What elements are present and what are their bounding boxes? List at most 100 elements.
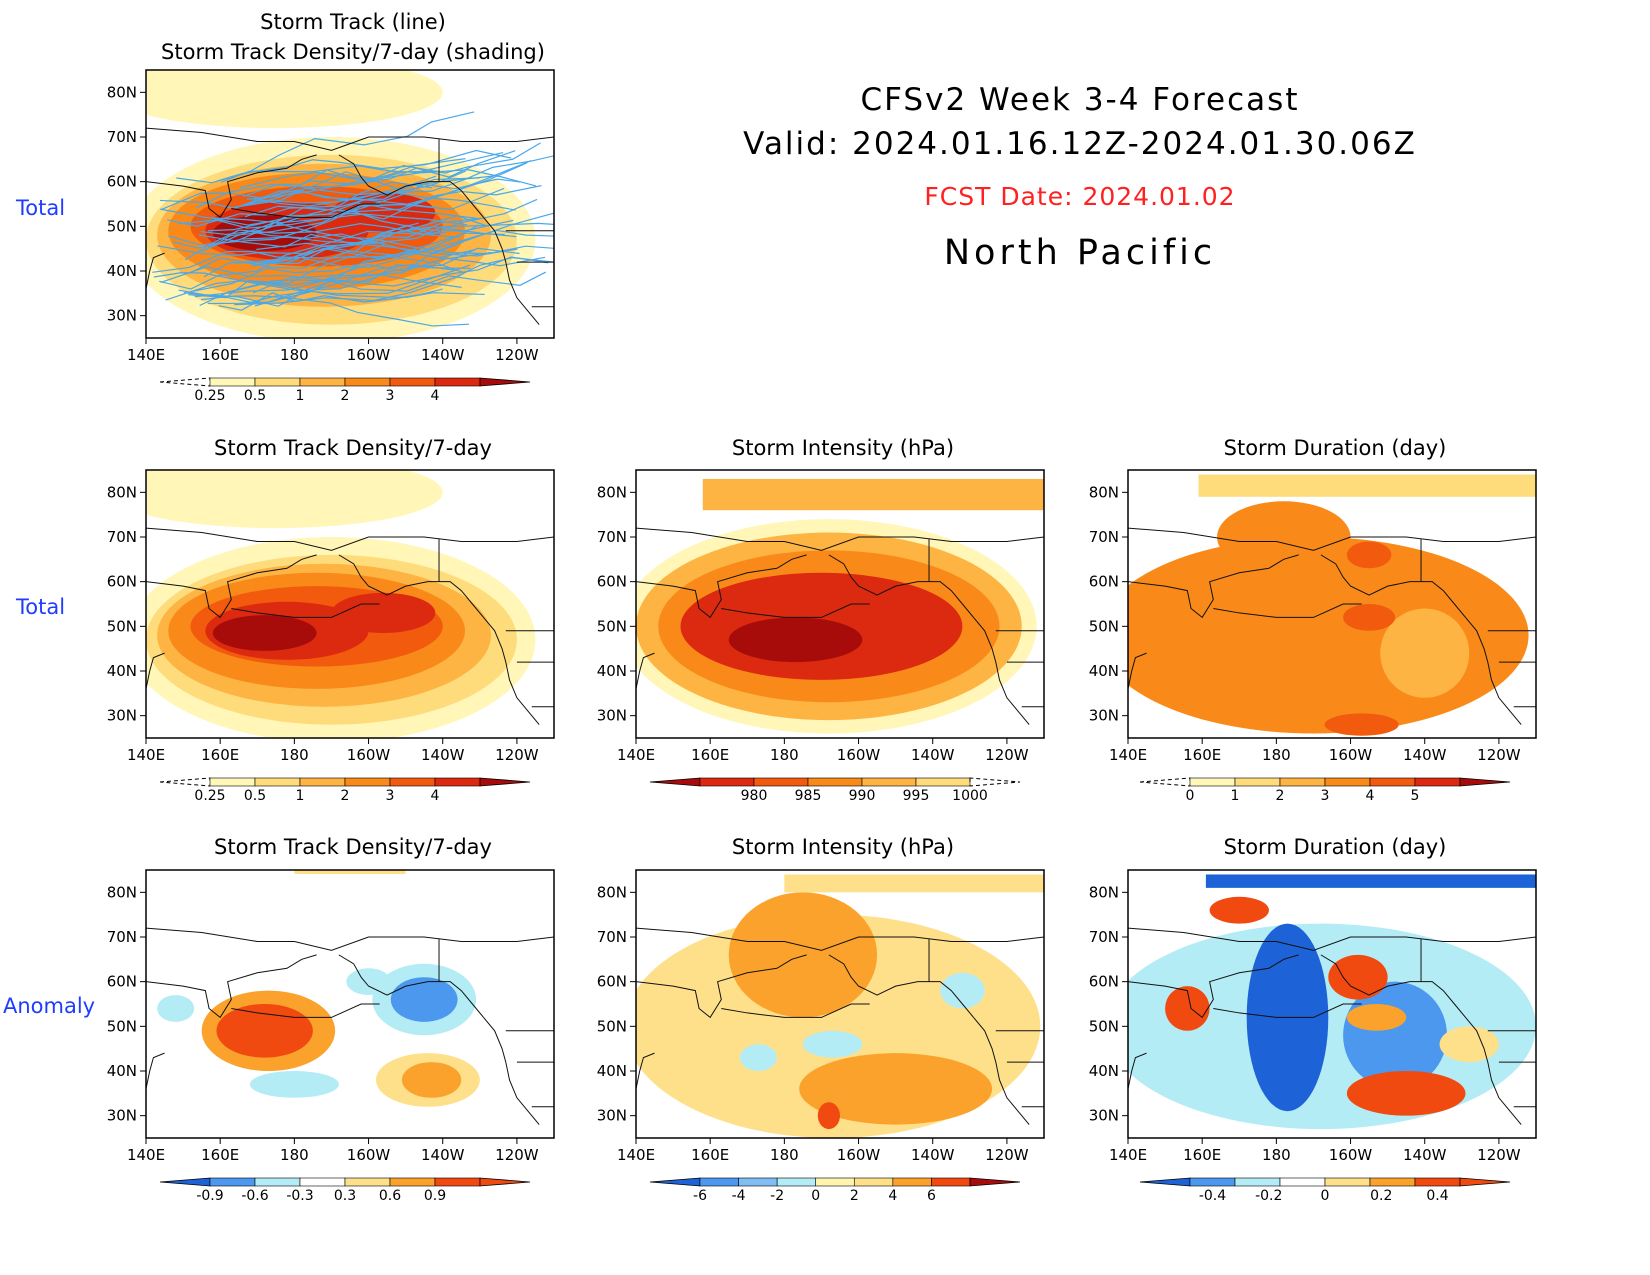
- colorbar-label: -6: [693, 1188, 707, 1204]
- lon-tick-label: 120W: [495, 1146, 539, 1164]
- colorbar-label: 0: [1186, 788, 1195, 804]
- colorbar-label: 2: [1276, 788, 1285, 804]
- panel-title-duration-total: Storm Duration (day): [1223, 436, 1447, 460]
- colorbar-segment: [753, 777, 809, 787]
- lat-tick-label: 30N: [1089, 707, 1119, 725]
- colorbar-segment: [1279, 1177, 1326, 1187]
- colorbar-label: 6: [927, 1188, 936, 1204]
- colorbar-segment: [699, 1177, 739, 1187]
- lon-tick-label: 180: [770, 746, 799, 764]
- colorbar-segment: [1414, 777, 1461, 787]
- colorbar-segment: [1279, 777, 1326, 787]
- panel-title-density-anom: Storm Track Density/7-day: [214, 835, 492, 859]
- forecast-date: FCST Date: 2024.01.02: [924, 182, 1236, 211]
- storm-track-line: [235, 169, 537, 209]
- storm-track-line: [199, 282, 485, 307]
- storm-track-line: [159, 171, 437, 209]
- panel-title-track-line-2: Storm Track Density/7-day (shading): [161, 40, 545, 64]
- lat-tick-label: 60N: [107, 573, 137, 591]
- colorbar-label: 0.25: [194, 388, 225, 404]
- lon-tick-label: 180: [280, 746, 309, 764]
- colorbar-segment: [1234, 777, 1281, 787]
- lon-tick-label: 140W: [421, 746, 465, 764]
- colorbar-segment: [699, 777, 755, 787]
- lat-tick-label: 50N: [597, 1017, 627, 1035]
- colorbar-label: -0.3: [286, 1188, 313, 1204]
- lat-tick-label: 30N: [597, 1107, 627, 1125]
- colorbar-segment: [1189, 777, 1236, 787]
- colorbar-label: -0.9: [196, 1188, 223, 1204]
- colorbar-segment: [1324, 1177, 1371, 1187]
- colorbar-label: 3: [1321, 788, 1330, 804]
- lon-tick-label: 160E: [1183, 746, 1221, 764]
- colorbar-label: -4: [732, 1188, 746, 1204]
- panel-title-intensity-anom: Storm Intensity (hPa): [731, 835, 955, 859]
- lon-tick-label: 160E: [201, 346, 239, 364]
- colorbar-label: -2: [770, 1188, 784, 1204]
- map-duration-anomaly: 80N 70N 60N 50N 40N 30N 140E 160E 180 160W 140W 120…: [1089, 869, 1537, 1164]
- colorbar-label: 985: [795, 788, 822, 804]
- storm-track-line: [240, 142, 541, 189]
- storm-track-line: [188, 255, 463, 299]
- colorbar-label: 2: [341, 788, 350, 804]
- lat-tick-label: 30N: [1089, 1107, 1119, 1125]
- lon-tick-label: 120W: [495, 346, 539, 364]
- colorbar-segment: [776, 1177, 817, 1187]
- lon-tick-label: 140E: [127, 746, 165, 764]
- lat-tick-label: 30N: [107, 307, 137, 325]
- lat-tick-label: 40N: [107, 262, 137, 280]
- lat-tick-label: 70N: [1089, 528, 1119, 546]
- storm-track-line: [251, 229, 554, 268]
- colorbar-label: 4: [431, 388, 440, 404]
- lon-tick-label: 160W: [1329, 746, 1373, 764]
- lon-tick-label: 160E: [691, 746, 729, 764]
- colorbar-density-anomaly: -0.9 -0.6 -0.3 0.3 0.6 0.9: [159, 1177, 531, 1204]
- colorbar-label: -0.2: [1255, 1188, 1282, 1204]
- storm-track-line: [244, 185, 542, 218]
- panel-title-track-line-1: Storm Track (line): [260, 10, 446, 34]
- lon-tick-label: 180: [280, 346, 309, 364]
- lat-tick-label: 80N: [597, 883, 627, 901]
- map-track-line: 80N 70N 60N 50N 40N 30N 140E 160E 180 160W 140W 120…: [107, 69, 555, 364]
- lon-tick-label: 160E: [201, 1146, 239, 1164]
- colorbar-label: 995: [903, 788, 930, 804]
- storm-track-line: [253, 155, 554, 204]
- colorbar-label: 0.25: [194, 788, 225, 804]
- colorbar-segment: [931, 1177, 971, 1187]
- colorbar-label: 2: [850, 1188, 859, 1204]
- row-label-bottom: Anomaly: [3, 994, 96, 1018]
- lon-tick-label: 140W: [911, 746, 955, 764]
- colorbar-segment: [434, 377, 481, 387]
- storm-track-line: [160, 158, 466, 211]
- storm-track-line: [168, 203, 450, 246]
- colorbar-label: -0.6: [241, 1188, 268, 1204]
- storm-track-line: [173, 170, 466, 249]
- storm-track-line: [194, 247, 520, 298]
- colorbar-label: 2: [341, 388, 350, 404]
- storm-track-line: [254, 271, 547, 307]
- colorbar-label: 1: [296, 788, 305, 804]
- colorbar-duration-total: 0 1 2 3 4 5: [1139, 777, 1511, 804]
- lat-tick-label: 80N: [597, 483, 627, 501]
- colorbar-segment: [434, 777, 481, 787]
- colorbar-label: 3: [386, 788, 395, 804]
- lon-tick-label: 160E: [201, 746, 239, 764]
- colorbar-intensity-anomaly: -6 -4 -2 0 2 4 6: [649, 1177, 1021, 1204]
- map-density-total: 80N 70N 60N 50N 40N 30N 140E 160E 180 160W 140W 120…: [107, 469, 555, 764]
- map-intensity-total: 80N 70N 60N 50N 40N 30N 140E 160E 180 160W 140W 120…: [597, 469, 1045, 764]
- lon-tick-label: 160W: [347, 346, 391, 364]
- lon-tick-label: 180: [1262, 746, 1291, 764]
- colorbar-segment: [853, 1177, 894, 1187]
- lon-tick-label: 160E: [691, 1146, 729, 1164]
- lat-tick-label: 40N: [1089, 662, 1119, 680]
- lat-tick-label: 60N: [597, 573, 627, 591]
- storm-track-line: [166, 181, 433, 227]
- storm-track-line: [256, 198, 538, 253]
- lon-tick-label: 140E: [127, 1146, 165, 1164]
- storm-track-line: [242, 150, 516, 197]
- storm-track-line: [200, 295, 470, 327]
- storm-track-line: [152, 243, 387, 273]
- lon-tick-label: 180: [280, 1146, 309, 1164]
- lon-tick-label: 140E: [127, 346, 165, 364]
- colorbar-label: 0.2: [1370, 1188, 1392, 1204]
